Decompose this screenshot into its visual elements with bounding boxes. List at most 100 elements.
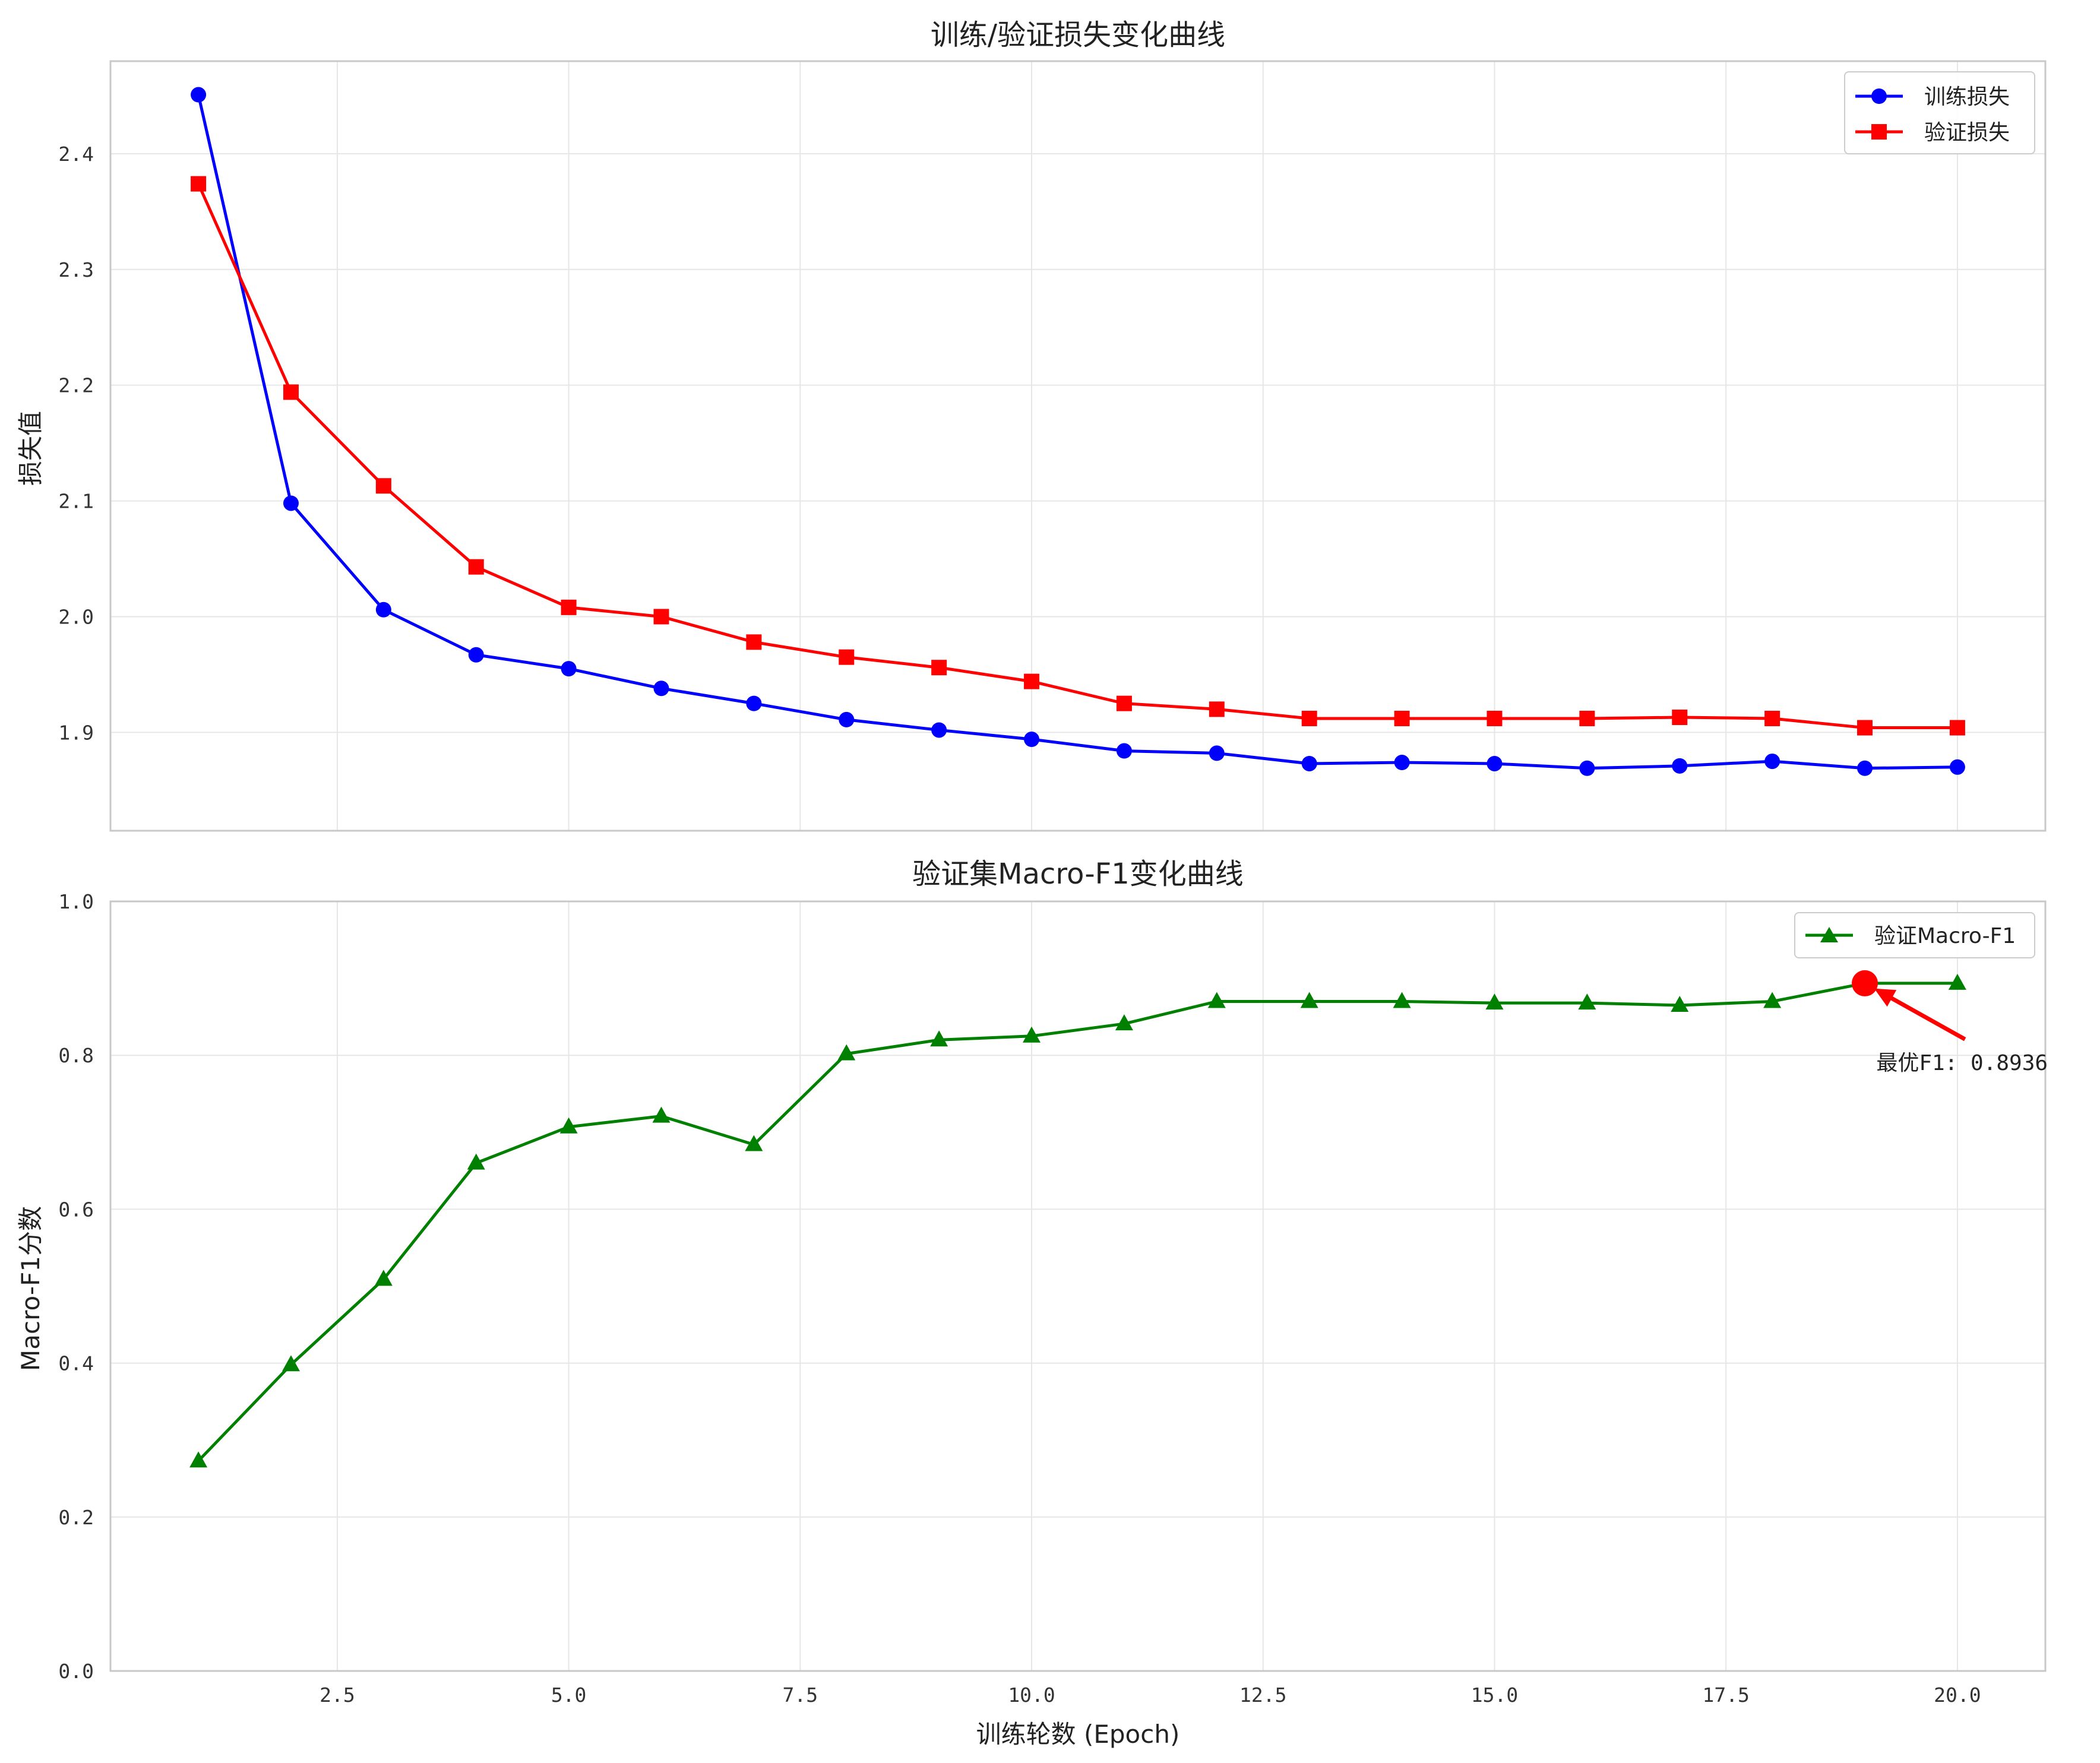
- f1-series-0-point: [282, 1355, 300, 1372]
- best-f1-arrow-head: [1874, 988, 1897, 1007]
- loss-series-0-point: [191, 87, 207, 103]
- legend-train-loss-label: 训练损失: [1924, 85, 2010, 109]
- f1-series-0-point: [1300, 992, 1318, 1008]
- loss-y-tick-label: 2.1: [58, 490, 94, 513]
- loss-series-1-point: [1116, 695, 1132, 711]
- x-axis-label: 训练轮数 (Epoch): [976, 1720, 1180, 1749]
- loss-series-0-point: [1116, 743, 1132, 759]
- f1-chart-title: 验证集Macro-F1变化曲线: [912, 857, 1244, 891]
- f1-legend: 验证Macro-F1: [1794, 912, 2035, 958]
- loss-series-1-point: [1764, 710, 1780, 726]
- loss-y-axis-label: 损失值: [16, 411, 45, 486]
- f1-y-tick-label: 0.8: [58, 1044, 94, 1067]
- x-tick-labels: 2.5 5.0 7.5 10.0 12.5 15.0 17.5 20.0: [320, 1683, 1981, 1707]
- loss-chart-panel: 训练/验证损失变化曲线 损失值 1.9 2.0 2.1 2.2 2.3 2.4 训练损失 …: [16, 18, 2047, 832]
- loss-series-0-point: [653, 680, 669, 697]
- x-tick-label: 17.5: [1702, 1683, 1749, 1707]
- loss-y-tick-label: 2.3: [58, 258, 94, 281]
- x-tick-label: 10.0: [1008, 1683, 1055, 1707]
- x-tick-label: 15.0: [1471, 1683, 1518, 1707]
- f1-y-tick-label: 0.2: [58, 1506, 94, 1529]
- f1-series-0-line: [197, 982, 1957, 1462]
- loss-series-1-point: [1209, 701, 1225, 717]
- f1-y-tick-label: 0.0: [58, 1660, 94, 1683]
- f1-series-0-point: [189, 1451, 208, 1468]
- legend-val-loss-label: 验证损失: [1924, 121, 2010, 145]
- f1-series-0-point: [559, 1117, 578, 1134]
- f1-series-0-point: [1115, 1014, 1133, 1031]
- loss-series-1-point: [468, 559, 484, 575]
- loss-y-tick-label: 2.2: [58, 374, 94, 397]
- f1-series-0-point: [1763, 992, 1782, 1008]
- loss-y-tick-label: 2.4: [58, 143, 94, 166]
- f1-series-group: [189, 973, 1966, 1468]
- loss-series-0-point: [468, 647, 484, 663]
- f1-series-0-point: [745, 1135, 763, 1151]
- f1-y-tick-labels: 0.0 0.2 0.4 0.6 0.8 1.0: [58, 890, 94, 1683]
- f1-y-tick-label: 1.0: [58, 890, 94, 913]
- x-tick-label: 12.5: [1239, 1683, 1286, 1707]
- f1-y-axis-label: Macro-F1分数: [16, 1206, 45, 1371]
- loss-series-0-point: [1857, 760, 1873, 776]
- loss-series-0-point: [1487, 755, 1503, 771]
- f1-series-0-point: [652, 1106, 671, 1123]
- loss-y-tick-labels: 1.9 2.0 2.1 2.2 2.3 2.4: [58, 143, 94, 744]
- x-tick-label: 5.0: [551, 1683, 587, 1707]
- loss-series-0-point: [1301, 755, 1317, 771]
- loss-series-1-point: [561, 599, 577, 615]
- loss-legend: 训练损失 验证损失: [1844, 71, 2035, 154]
- loss-series-1-line: [197, 183, 1957, 730]
- legend-f1-label: 验证Macro-F1: [1874, 924, 2016, 948]
- loss-series-0-point: [839, 711, 855, 727]
- loss-grid: [110, 61, 2045, 831]
- loss-series-0-point: [931, 722, 947, 738]
- loss-series-1-point: [1579, 710, 1595, 726]
- x-tick-label: 7.5: [783, 1683, 818, 1707]
- f1-series-0-point: [1948, 973, 1966, 990]
- f1-series-0-point: [1578, 993, 1596, 1010]
- loss-y-tick-label: 1.9: [58, 721, 94, 744]
- loss-series-0-point: [1209, 745, 1225, 761]
- loss-series-1-point: [653, 609, 669, 625]
- loss-series-0-point: [283, 495, 299, 511]
- loss-series-1-point: [931, 660, 947, 676]
- loss-series-1-point: [839, 649, 855, 665]
- loss-series-group: [191, 87, 1965, 776]
- loss-series-1-point: [1394, 710, 1410, 726]
- loss-plot-area: [109, 60, 2047, 832]
- loss-series-0-point: [1024, 732, 1040, 748]
- loss-chart-title: 训练/验证损失变化曲线: [931, 18, 1225, 52]
- loss-series-1-point: [1024, 673, 1040, 689]
- best-f1-highlight-marker: [1852, 970, 1878, 996]
- f1-series-0-point: [374, 1270, 393, 1286]
- loss-series-1-point: [746, 634, 762, 650]
- best-f1-arrow-line: [1883, 992, 1966, 1042]
- f1-legend-box: [1794, 912, 2035, 958]
- f1-plot-area: [109, 900, 2047, 1672]
- best-f1-annotation: 最优F1: 0.8936: [1852, 970, 2048, 1075]
- f1-series-0-point: [467, 1153, 485, 1170]
- loss-series-1-point: [283, 384, 299, 400]
- loss-series-1-point: [1487, 710, 1503, 726]
- f1-series-0-point: [1207, 992, 1226, 1008]
- loss-series-1-point: [1857, 720, 1873, 736]
- loss-series-1-point: [1672, 710, 1688, 726]
- loss-series-0-point: [561, 661, 577, 677]
- loss-series-0-point: [1394, 755, 1410, 771]
- loss-series-1-point: [1301, 710, 1317, 726]
- loss-series-0-line: [197, 94, 1957, 770]
- loss-series-0-point: [1764, 754, 1780, 770]
- loss-series-1-point: [191, 176, 207, 192]
- loss-y-tick-label: 2.0: [58, 605, 94, 628]
- f1-y-tick-label: 0.6: [58, 1198, 94, 1221]
- f1-series-0-point: [1671, 995, 1689, 1012]
- loss-series-0-point: [375, 602, 391, 618]
- f1-chart-panel: 验证集Macro-F1变化曲线 Macro-F1分数 训练轮数 (Epoch) …: [16, 857, 2048, 1749]
- loss-series-0-point: [1672, 758, 1688, 774]
- f1-series-0-point: [1393, 992, 1411, 1008]
- f1-series-0-point: [837, 1044, 856, 1061]
- legend-val-loss-marker: [1871, 124, 1887, 140]
- best-f1-annotation-text: 最优F1: 0.8936: [1876, 1051, 2048, 1075]
